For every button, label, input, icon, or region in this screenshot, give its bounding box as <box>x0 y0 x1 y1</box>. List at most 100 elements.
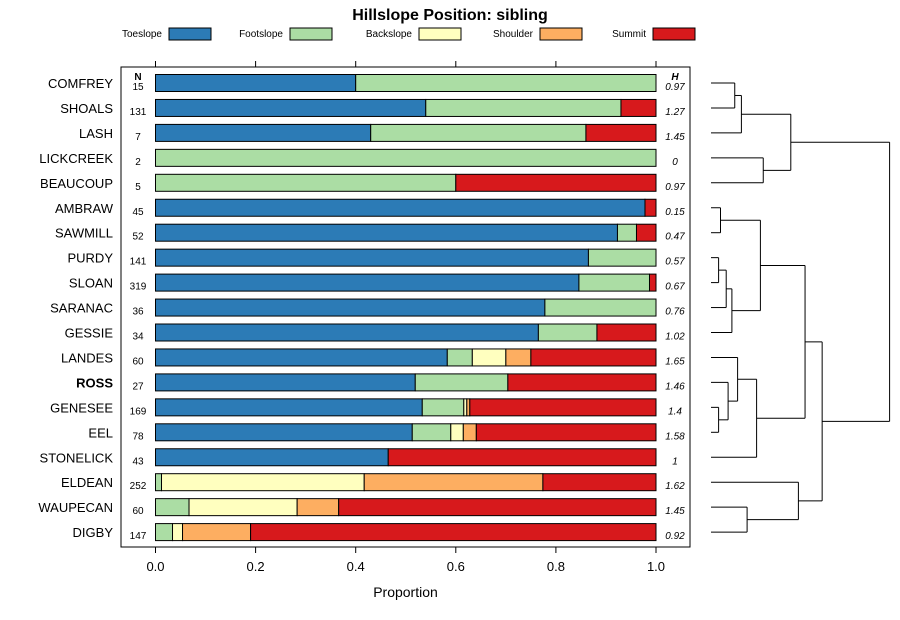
bar-segment-lash-summit <box>585 123 657 142</box>
bar-segment-eel-footslope <box>411 423 452 442</box>
bar-segment-eldean-footslope <box>155 473 163 492</box>
n-value-gessie: 34 <box>132 332 144 343</box>
bar-segment-genesee-summit <box>469 398 657 417</box>
legend-swatch-backslope <box>418 27 462 41</box>
chart-title: Hillslope Position: sibling <box>352 7 548 24</box>
bar-segment-waupecan-backslope <box>188 498 298 517</box>
h-value-lash: 1.45 <box>665 132 685 143</box>
row-label-comfrey: COMFREY <box>48 76 113 91</box>
n-value-beaucoup: 5 <box>135 182 141 193</box>
legend-label-backslope: Backslope <box>366 29 413 40</box>
bar-segment-saranac-toeslope <box>155 298 546 317</box>
legend-swatch-toeslope <box>168 27 212 41</box>
h-value-digby: 0.92 <box>665 531 685 542</box>
bar-segment-lickcreek-footslope <box>155 148 657 167</box>
h-value-saranac: 0.76 <box>665 307 685 318</box>
n-value-stonelick: 43 <box>132 456 144 467</box>
h-value-lickcreek: 0 <box>672 157 678 168</box>
x-tick-label: 1.0 <box>647 559 665 574</box>
bar-segment-lash-footslope <box>370 123 587 142</box>
x-tick-label: 0.8 <box>547 559 565 574</box>
h-value-sawmill: 0.47 <box>665 232 685 243</box>
bar-segment-waupecan-footslope <box>155 498 190 517</box>
bar-segment-eldean-shoulder <box>363 473 544 492</box>
bar-segment-saranac-footslope <box>544 298 657 317</box>
h-value-genesee: 1.4 <box>668 406 682 417</box>
legend-swatch-summit <box>652 27 696 41</box>
n-value-purdy: 141 <box>130 257 147 268</box>
row-labels: COMFREY SHOALS LASH LICKCREEK BEAUCOUP AMBRAW… <box>38 76 113 540</box>
bar-segment-sloan-toeslope <box>155 273 580 292</box>
bar-segment-ambraw-toeslope <box>155 198 646 217</box>
bar-segment-sawmill-summit <box>635 223 657 242</box>
row-label-landes: LANDES <box>61 350 113 365</box>
n-labels: 15 131 7 2 5 45 52 141 319 36 34 60 27 169 78 43 252 60 14… <box>130 82 147 542</box>
x-tick-label: 0.6 <box>447 559 465 574</box>
row-label-saranac: SARANAC <box>50 301 113 316</box>
row-label-digby: DIGBY <box>73 525 114 540</box>
bar-segment-landes-backslope <box>471 348 507 367</box>
bar-segment-landes-toeslope <box>155 348 448 367</box>
x-tick-label: 0.4 <box>347 559 365 574</box>
bar-segment-comfrey-footslope <box>355 74 657 92</box>
bar-segment-eel-toeslope <box>155 423 413 442</box>
h-value-ross: 1.46 <box>665 381 685 392</box>
row-label-sloan: SLOAN <box>69 276 113 291</box>
bar-segment-digby-shoulder <box>182 523 252 542</box>
bar-segment-waupecan-summit <box>338 498 657 517</box>
row-label-ambraw: AMBRAW <box>55 201 114 216</box>
n-value-lickcreek: 2 <box>135 157 141 168</box>
bar-segment-eldean-backslope <box>161 473 365 492</box>
row-label-lickcreek: LICKCREEK <box>39 151 113 166</box>
row-label-stonelick: STONELICK <box>40 450 114 465</box>
row-label-purdy: PURDY <box>67 251 113 266</box>
bar-segment-sloan-footslope <box>578 273 650 292</box>
n-header: N <box>134 72 141 83</box>
legend-swatch-shoulder <box>539 27 583 41</box>
n-value-ambraw: 45 <box>132 207 144 218</box>
n-value-eldean: 252 <box>130 481 147 492</box>
bar-segment-gessie-summit <box>596 323 657 342</box>
row-label-gessie: GESSIE <box>65 326 114 341</box>
bar-segment-stonelick-toeslope <box>155 448 389 467</box>
bar-segment-eldean-summit <box>542 473 657 492</box>
bar-segment-gessie-footslope <box>537 323 598 342</box>
h-value-eel: 1.58 <box>665 431 685 442</box>
bar-segment-lash-toeslope <box>155 123 372 142</box>
h-labels: 0.97 1.27 1.45 0 0.97 0.15 0.47 0.57 0.67 0.76 1.0… <box>665 82 685 542</box>
bar-segment-landes-summit <box>530 348 657 367</box>
bar-segment-eel-backslope <box>450 423 464 442</box>
x-axis-title: Proportion <box>373 584 438 600</box>
bar-segment-waupecan-shoulder <box>296 498 340 517</box>
bar-segment-beaucoup-footslope <box>155 173 457 192</box>
row-label-genesee: GENESEE <box>50 400 113 415</box>
row-label-shoals: SHOALS <box>60 101 113 116</box>
n-value-ross: 27 <box>132 381 144 392</box>
h-value-shoals: 1.27 <box>665 107 685 118</box>
x-axis: 0.0 0.2 0.4 0.6 0.8 1.0 <box>146 61 665 574</box>
bar-segment-digby-backslope <box>172 523 184 542</box>
row-label-eldean: ELDEAN <box>61 475 113 490</box>
bar-segment-gessie-toeslope <box>155 323 539 342</box>
row-label-eel: EEL <box>88 425 113 440</box>
legend-label-shoulder: Shoulder <box>493 29 534 40</box>
h-value-eldean: 1.62 <box>665 481 685 492</box>
h-value-stonelick: 1 <box>672 456 678 467</box>
row-label-lash: LASH <box>79 126 113 141</box>
n-value-saranac: 36 <box>132 307 144 318</box>
x-tick-label: 0.2 <box>247 559 265 574</box>
row-label-ross: ROSS <box>76 375 113 390</box>
row-label-sawmill: SAWMILL <box>55 226 113 241</box>
n-value-eel: 78 <box>132 431 144 442</box>
x-tick-label: 0.0 <box>146 559 164 574</box>
legend-label-toeslope: Toeslope <box>122 29 162 40</box>
h-value-beaucoup: 0.97 <box>665 182 685 193</box>
h-value-ambraw: 0.15 <box>665 207 685 218</box>
n-value-sawmill: 52 <box>132 232 144 243</box>
bar-segment-ross-toeslope <box>155 373 416 392</box>
bar-segment-eel-summit <box>475 423 657 442</box>
bar-segment-purdy-footslope <box>587 248 657 267</box>
legend-label-summit: Summit <box>612 29 646 40</box>
h-header: H <box>671 72 679 83</box>
